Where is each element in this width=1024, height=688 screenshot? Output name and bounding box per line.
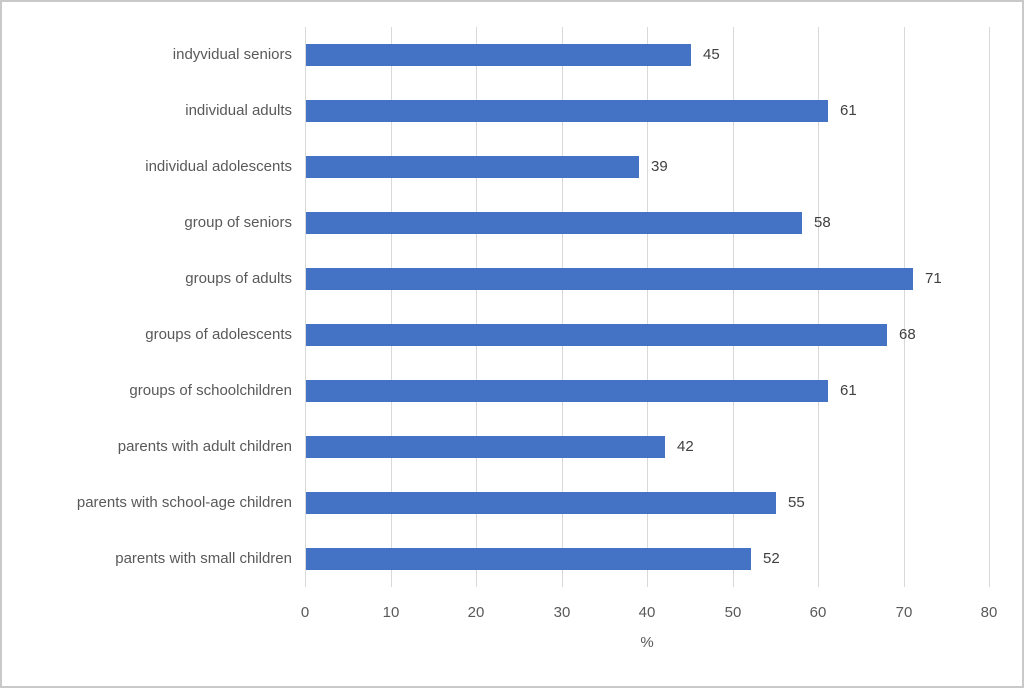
x-tick-label-40: 40 [638,604,656,621]
data-label: 42 [677,438,694,455]
gridline-30 [562,27,563,587]
bar-3 [306,156,639,178]
category-label: group of seniors [184,214,292,231]
gridline-10 [391,27,392,587]
bar-2 [306,100,828,122]
category-label: parents with adult children [117,438,292,455]
data-label: 61 [840,102,857,119]
gridline-50 [733,27,734,587]
bar-10 [306,548,751,570]
category-label: parents with school-age children [76,494,292,511]
bar-4 [306,212,802,234]
category-label: parents with small children [115,550,292,567]
x-tick-label-70: 70 [895,604,913,621]
data-label: 39 [651,158,668,175]
data-label: 52 [763,550,780,567]
gridline-70 [904,27,905,587]
x-tick-label-80: 80 [980,604,998,621]
gridline-80 [989,27,990,587]
data-label: 45 [703,46,720,63]
bar-5 [306,268,913,290]
category-label: indyvidual seniors [172,46,292,63]
data-label: 58 [814,214,831,231]
bar-6 [306,324,887,346]
x-tick-label-50: 50 [724,604,742,621]
category-label: groups of schoolchildren [129,382,292,399]
category-label: groups of adults [185,270,292,287]
gridline-40 [647,27,648,587]
x-axis-title: % [640,634,654,651]
category-label: groups of adolescents [145,326,292,343]
category-label: individual adolescents [145,158,292,175]
x-tick-label-20: 20 [467,604,485,621]
data-label: 61 [840,382,857,399]
bar-8 [306,436,665,458]
x-tick-label-0: 0 [300,604,310,621]
bar-7 [306,380,828,402]
bar-1 [306,44,691,66]
gridline-20 [476,27,477,587]
bar-9 [306,492,776,514]
x-tick-label-60: 60 [809,604,827,621]
category-label: individual adults [185,102,292,119]
data-label: 68 [899,326,916,343]
data-label: 55 [788,494,805,511]
x-tick-label-30: 30 [553,604,571,621]
gridline-60 [818,27,819,587]
x-tick-label-10: 10 [382,604,400,621]
gridline-0 [305,27,306,587]
data-label: 71 [925,270,942,287]
